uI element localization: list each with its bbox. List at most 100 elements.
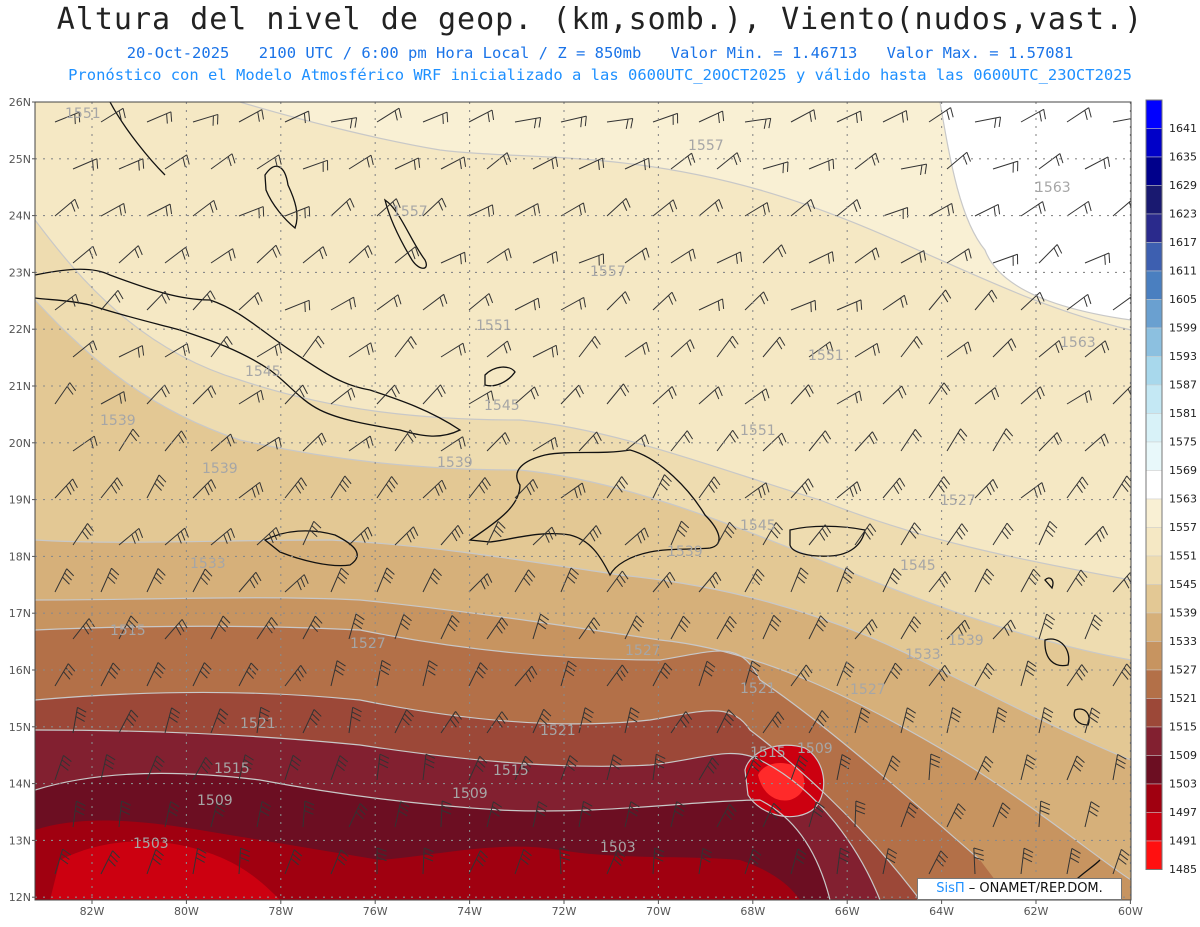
wind-barb	[882, 568, 902, 593]
wind-barb	[440, 436, 466, 452]
wind-barb	[606, 383, 630, 405]
wind-barb	[1066, 848, 1081, 875]
wind-barb	[348, 342, 374, 358]
wind-barb	[486, 521, 506, 546]
wind-barb	[716, 429, 739, 452]
colorbar-level-label: 1629	[1169, 179, 1197, 192]
min-value-text: Valor Min. = 1.46713	[670, 44, 858, 62]
latitude-tick-label: 13N	[9, 834, 31, 847]
bahamas-coast	[383, 198, 427, 269]
wind-barb	[560, 567, 579, 593]
wind-barb	[652, 291, 677, 311]
wind-barb	[440, 711, 462, 734]
wind-barb	[670, 520, 690, 546]
wind-barb	[422, 479, 447, 499]
wind-barb	[192, 662, 212, 687]
wind-barb	[394, 614, 412, 640]
wind-barb	[146, 111, 173, 124]
wind-barb	[992, 802, 1011, 828]
wind-barb	[348, 154, 374, 170]
colorbar-level-label: 1545	[1169, 578, 1197, 591]
wind-barb	[946, 151, 971, 170]
wind-barb	[422, 111, 449, 124]
contour-label: 1527	[850, 682, 886, 698]
wind-barb	[836, 299, 863, 312]
wind-barb	[486, 432, 511, 452]
wind-barb	[698, 110, 725, 124]
wind-barb	[1038, 153, 1064, 170]
wind-barb	[72, 800, 86, 828]
wind-barb	[486, 248, 512, 264]
wind-barb	[394, 157, 421, 170]
forecast-subtitle: Pronóstico con el Modelo Atmosférico WRF…	[68, 66, 1132, 84]
wind-barb	[54, 663, 76, 687]
wind-barb	[1020, 847, 1034, 875]
lesser-antilles-coast	[1044, 577, 1090, 726]
wind-barb	[744, 388, 770, 405]
wind-barb	[1020, 754, 1036, 781]
wind-barb	[302, 159, 329, 172]
wind-barb	[854, 247, 880, 264]
wind-barb	[54, 111, 81, 125]
wind-barb	[974, 755, 994, 781]
wind-barb	[238, 571, 262, 593]
wind-barb	[854, 619, 878, 640]
wind-barb	[256, 706, 270, 734]
wind-barb	[946, 523, 969, 546]
wind-barb	[486, 152, 512, 170]
wind-barb	[54, 198, 79, 217]
colorbar-swatch	[1145, 641, 1163, 671]
wind-barb	[376, 847, 387, 875]
wind-barb	[210, 801, 226, 828]
wind-barb	[118, 245, 143, 264]
wind-barb	[698, 571, 722, 593]
wind-barb	[256, 436, 282, 452]
wind-barb	[882, 110, 909, 123]
wind-barb	[1084, 252, 1111, 265]
wind-barb	[1066, 294, 1092, 311]
wind-barb	[118, 158, 145, 171]
wind-barb	[1066, 569, 1088, 593]
contour-label: 1539	[100, 413, 136, 429]
wind-barb	[928, 476, 951, 499]
wind-barb	[238, 662, 259, 687]
contour-label: 1551	[740, 423, 776, 439]
wind-barb	[1084, 614, 1103, 640]
contour-label: 1557	[590, 264, 626, 280]
wind-barb	[624, 157, 651, 171]
wind-barb	[514, 569, 536, 593]
wind-barb	[762, 711, 785, 734]
wind-barb	[744, 568, 765, 593]
wind-barb	[1112, 848, 1130, 875]
wind-barb	[652, 753, 666, 781]
wind-barb	[192, 756, 213, 781]
wind-barb	[762, 336, 786, 358]
wind-barb	[422, 660, 438, 687]
wind-barb	[302, 520, 322, 546]
wind-barb	[284, 477, 307, 499]
wind-barb	[1066, 476, 1089, 499]
wind-barb	[1112, 118, 1131, 123]
longitude-tick-label: 66W	[835, 905, 860, 918]
wind-barb	[624, 707, 640, 734]
longitude-tick-label: 64W	[929, 905, 954, 918]
plot-frame	[34, 101, 1132, 901]
colorbar-level-label: 1605	[1169, 293, 1197, 306]
storm-core-1485	[758, 763, 805, 801]
cuba-coast	[35, 268, 462, 437]
wind-barb	[900, 429, 922, 452]
wind-barb	[192, 385, 217, 405]
colorbar-swatch	[1145, 413, 1163, 443]
wind-barb	[928, 202, 954, 217]
contour-label: 1527	[350, 636, 386, 652]
wind-barb	[532, 251, 559, 264]
wind-barb	[578, 431, 602, 452]
colorbar-level-label: 1623	[1169, 208, 1197, 221]
longitude-tick-label: 68W	[740, 905, 765, 918]
wind-barb	[422, 847, 434, 875]
wind-barb	[808, 251, 835, 264]
wind-barb	[560, 755, 578, 781]
wind-barb	[468, 109, 495, 123]
wind-barb	[164, 154, 190, 170]
